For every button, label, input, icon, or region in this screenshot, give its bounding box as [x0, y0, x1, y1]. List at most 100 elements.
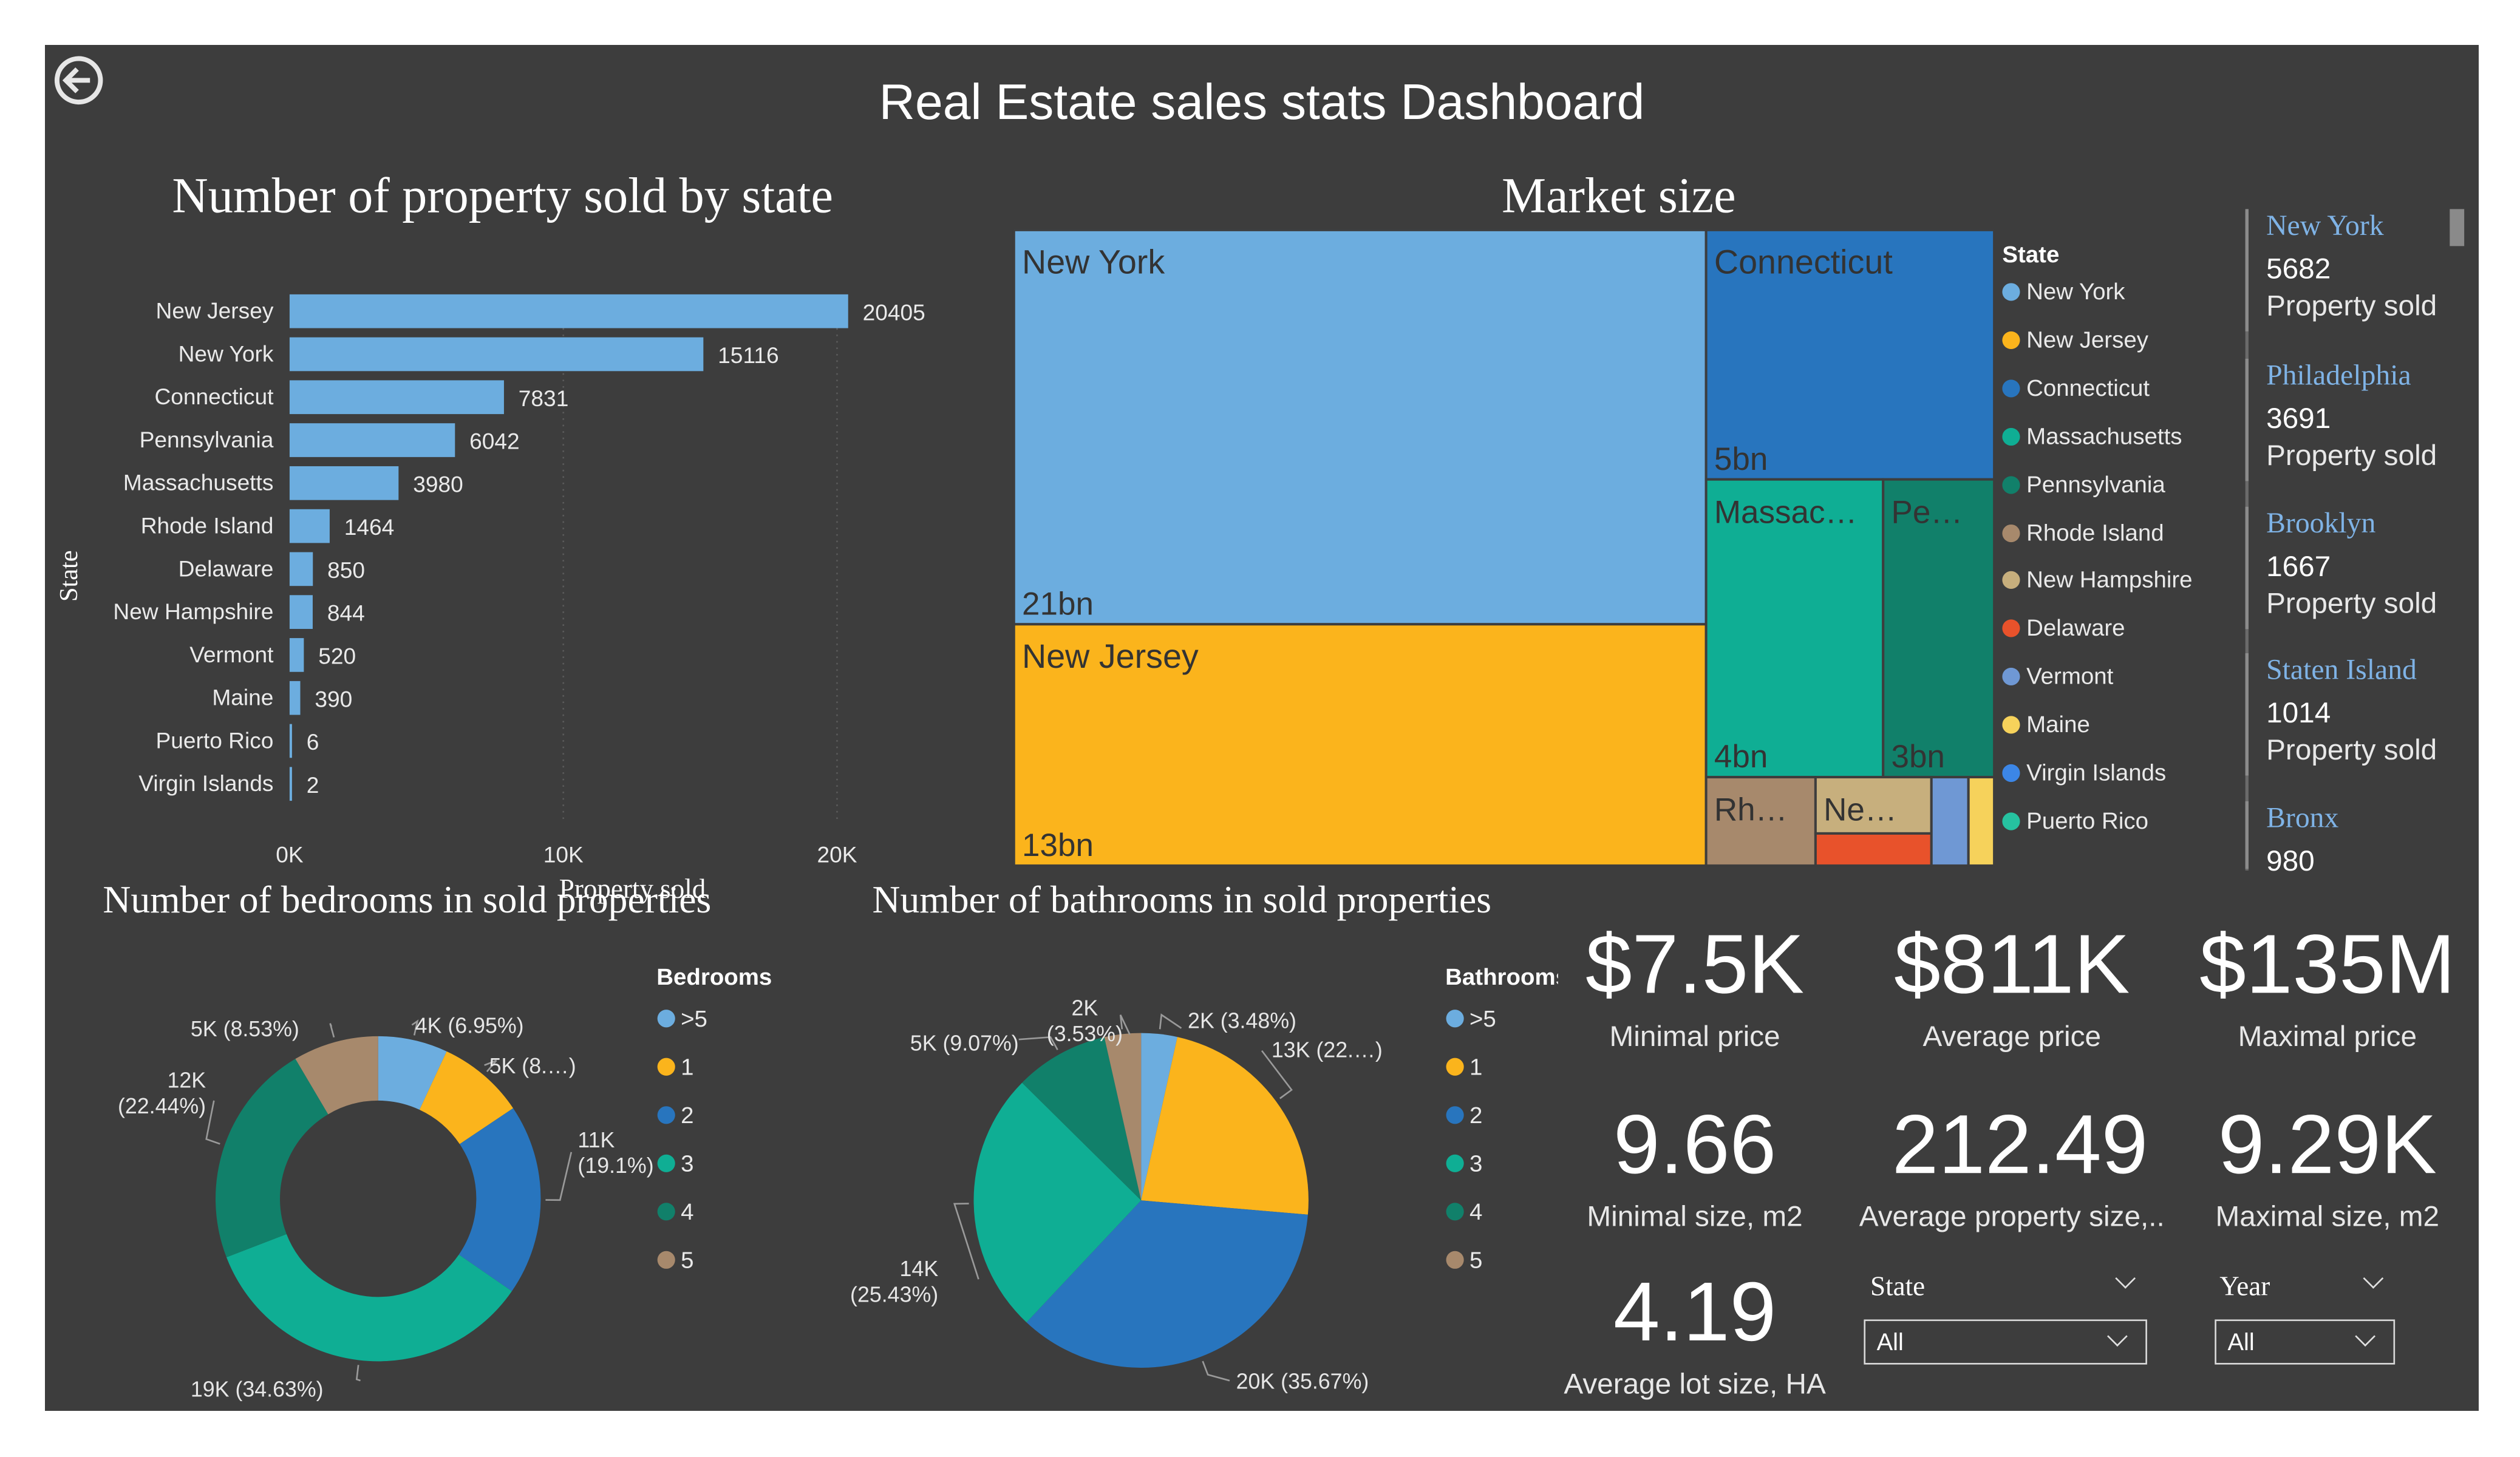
- bar-vermont[interactable]: [289, 638, 304, 672]
- legend-dot-icon: [2002, 668, 2020, 686]
- legend-dot-icon: [2002, 764, 2020, 783]
- bar-puerto-rico[interactable]: [289, 724, 292, 758]
- bar-chart-title: Number of property sold by state: [172, 167, 834, 224]
- bathrooms-legend-title: Bathrooms: [1445, 964, 1558, 990]
- bathrooms-slice-4[interactable]: [1022, 1037, 1142, 1201]
- legend-item-vermont[interactable]: Vermont: [2002, 665, 2113, 690]
- bathrooms-slice-1[interactable]: [1141, 1037, 1309, 1215]
- legend-item-massachusetts[interactable]: Massachusetts: [2002, 424, 2182, 450]
- city-card-unit: Property sold: [2266, 733, 2437, 766]
- treemap-tile-new-york[interactable]: [1012, 229, 1708, 626]
- bedrooms-legend-title: Bedrooms: [656, 964, 772, 990]
- state-slicer-dropdown[interactable]: All: [1864, 1319, 2147, 1365]
- bar-maine[interactable]: [289, 681, 301, 715]
- city-card-count: 1667: [2266, 550, 2331, 583]
- kpi-min-price-label: Minimal price: [1609, 1020, 1780, 1053]
- bathrooms-legend-dot-icon: [1446, 1251, 1464, 1269]
- chevron-down-icon: [2107, 1326, 2128, 1347]
- legend-item-pennsylvania[interactable]: Pennsylvania: [2002, 472, 2165, 498]
- legend-item-delaware[interactable]: Delaware: [2002, 617, 2125, 642]
- bathrooms-leader-line: [1202, 1360, 1230, 1382]
- bar-connecticut[interactable]: [289, 380, 504, 415]
- bathrooms-legend-item-4[interactable]: 4: [1469, 1199, 1482, 1225]
- bar-value-label-new-jersey: 20405: [863, 299, 925, 325]
- treemap-tile-maine[interactable]: [1967, 776, 1996, 867]
- bedrooms-slice-1[interactable]: [419, 1051, 514, 1144]
- bathrooms-slice-3[interactable]: [973, 1082, 1142, 1323]
- state-slicer-collapse-icon[interactable]: [2115, 1268, 2136, 1289]
- bathrooms-legend-item-1[interactable]: 1: [1469, 1055, 1482, 1081]
- bar-rhode-island[interactable]: [289, 509, 330, 543]
- scrollbar-thumb[interactable]: [2450, 209, 2465, 246]
- bedrooms-slice-5[interactable]: [378, 1036, 447, 1110]
- legend-item-maine[interactable]: Maine: [2002, 713, 2090, 739]
- treemap-label-rhode-island: Rh…: [1714, 792, 1788, 828]
- bedrooms-slice-3[interactable]: [226, 1234, 512, 1362]
- treemap-tile-vermont[interactable]: [1930, 776, 1970, 867]
- bedrooms-legend-item-5[interactable]: 5: [681, 1248, 693, 1274]
- bathrooms-slice-5[interactable]: [1104, 1033, 1142, 1201]
- legend-dot-icon: [2002, 812, 2020, 830]
- bathrooms-legend-item-2[interactable]: 2: [1469, 1102, 1482, 1129]
- bathrooms-leader-line: [1261, 1050, 1293, 1099]
- legend-label: Pennsylvania: [2026, 472, 2165, 498]
- bathrooms-slice-2[interactable]: [1026, 1200, 1308, 1368]
- bathrooms-data-label: 14K: [900, 1257, 939, 1281]
- bar-value-label-delaware: 850: [327, 557, 365, 583]
- bathrooms-legend-item-5[interactable]: 5: [1469, 1248, 1482, 1274]
- bar-category-label-pennsylvania: Pennsylvania: [140, 427, 274, 452]
- legend-item-virgin-islands[interactable]: Virgin Islands: [2002, 761, 2166, 787]
- bedrooms-legend-item-2[interactable]: 2: [681, 1102, 693, 1129]
- bathrooms-data-label: 13K (22.…): [1272, 1038, 1383, 1062]
- state-slicer-value: All: [1876, 1329, 1904, 1357]
- bathrooms-legend-item-5[interactable]: >5: [1469, 1006, 1496, 1032]
- treemap-tile-delaware[interactable]: [1814, 832, 1933, 867]
- bedrooms-slice-4[interactable]: [215, 1059, 329, 1258]
- bar-new-jersey[interactable]: [289, 294, 848, 328]
- treemap-tile-connecticut[interactable]: [1704, 229, 1996, 481]
- bar-category-label-vermont: Vermont: [189, 642, 274, 667]
- legend-item-new-york[interactable]: New York: [2002, 280, 2125, 305]
- bedrooms-legend-item-4[interactable]: 4: [681, 1199, 693, 1225]
- city-card-name: Brooklyn: [2266, 506, 2376, 539]
- bedrooms-legend-item-1[interactable]: 1: [681, 1055, 693, 1081]
- bar-new-york[interactable]: [289, 337, 704, 372]
- treemap-tile-rhode-island[interactable]: [1704, 776, 1817, 867]
- bathrooms-leader-line: [1159, 1013, 1182, 1030]
- bedrooms-data-label: (19.1%): [577, 1153, 653, 1178]
- bedrooms-legend-item-3[interactable]: 3: [681, 1151, 693, 1177]
- bedrooms-data-label: 11K: [577, 1128, 615, 1152]
- bedrooms-slice-2[interactable]: [458, 1108, 541, 1291]
- bar-value-label-new-hampshire: 844: [327, 600, 365, 626]
- legend-item-new-jersey[interactable]: New Jersey: [2002, 328, 2148, 354]
- legend-item-puerto-rico[interactable]: Puerto Rico: [2002, 809, 2148, 835]
- bar-x-tick-10k: 10K: [543, 842, 584, 868]
- bar-massachusetts[interactable]: [289, 466, 399, 500]
- legend-item-rhode-island[interactable]: Rhode Island: [2002, 520, 2164, 546]
- city-card-count: 1014: [2266, 696, 2331, 729]
- bar-category-label-virgin-islands: Virgin Islands: [138, 770, 273, 796]
- bar-new-hampshire[interactable]: [289, 595, 313, 629]
- back-button[interactable]: [54, 56, 103, 105]
- treemap-value-pennsylvania: 3bn: [1891, 739, 1944, 775]
- bar-x-axis-label: Property sold: [559, 874, 706, 904]
- legend-label: Puerto Rico: [2026, 809, 2148, 835]
- bedrooms-legend-dot-icon: [657, 1154, 675, 1172]
- bathrooms-slice-5[interactable]: [1141, 1033, 1177, 1201]
- bathrooms-legend-item-3[interactable]: 3: [1469, 1151, 1482, 1177]
- year-slicer-dropdown[interactable]: All: [2215, 1319, 2396, 1365]
- bar-delaware[interactable]: [289, 552, 313, 586]
- kpi-min-size-label: Minimal size, m2: [1587, 1200, 1803, 1233]
- year-slicer-collapse-icon[interactable]: [2363, 1268, 2384, 1289]
- bar-y-axis-label: State: [55, 550, 83, 602]
- bar-virgin-islands[interactable]: [289, 767, 292, 801]
- bedrooms-legend-item-5[interactable]: >5: [681, 1006, 707, 1032]
- bar-category-label-puerto-rico: Puerto Rico: [156, 727, 274, 753]
- bar-category-label-rhode-island: Rhode Island: [141, 513, 274, 538]
- bedrooms-leader-line: [411, 1019, 419, 1036]
- bedrooms-slice-5[interactable]: [295, 1036, 378, 1115]
- legend-item-new-hampshire[interactable]: New Hampshire: [2002, 569, 2193, 594]
- bar-pennsylvania[interactable]: [289, 423, 455, 457]
- legend-item-connecticut[interactable]: Connecticut: [2002, 376, 2150, 402]
- treemap-tile-massachusetts[interactable]: [1704, 478, 1885, 779]
